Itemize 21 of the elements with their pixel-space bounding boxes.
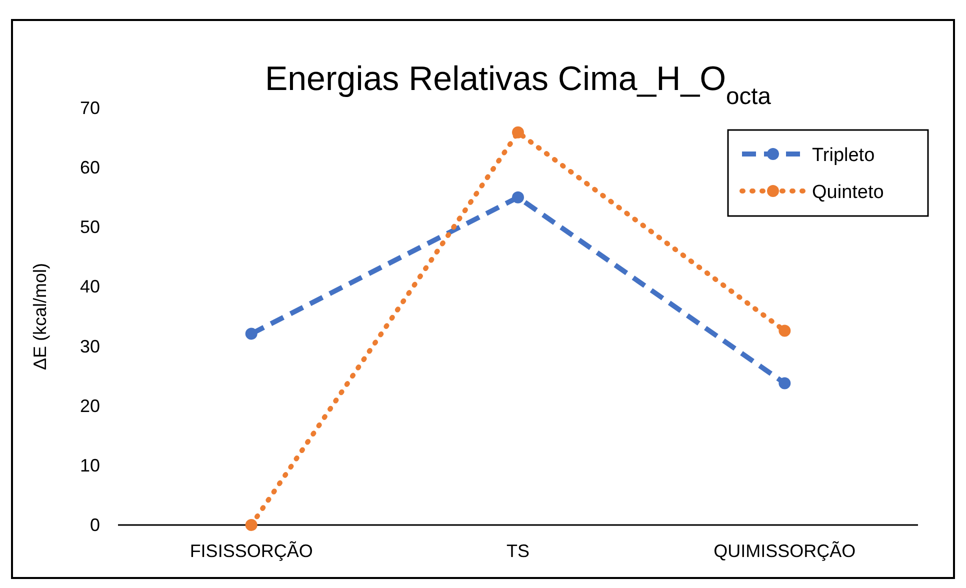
y-axis-title: ΔE (kcal/mol) <box>30 262 50 370</box>
x-tick-label: FISISSORÇÃO <box>190 541 313 561</box>
y-tick-label: 0 <box>90 515 100 535</box>
y-tick-label: 50 <box>80 217 100 238</box>
chart-title: Energias Relativas Cima_H_O$_{octa}$ <box>264 60 772 110</box>
x-tick-label: QUIMISSORÇÃO <box>714 541 856 561</box>
point <box>245 519 258 531</box>
legend-label: Quinteto <box>812 182 884 203</box>
y-tick-label: 40 <box>80 276 100 297</box>
point <box>245 328 258 340</box>
y-tick-label: 60 <box>80 158 100 178</box>
y-tick-label: 20 <box>80 396 100 416</box>
point <box>512 126 524 138</box>
y-tick-label: 70 <box>80 98 100 118</box>
x-tick-label: TS <box>506 541 530 561</box>
point <box>778 324 791 337</box>
y-tick-label: 10 <box>80 455 100 476</box>
point <box>512 191 524 204</box>
point <box>778 377 791 390</box>
legend-label: Tripleto <box>812 145 875 166</box>
y-tick-label: 30 <box>80 336 100 356</box>
